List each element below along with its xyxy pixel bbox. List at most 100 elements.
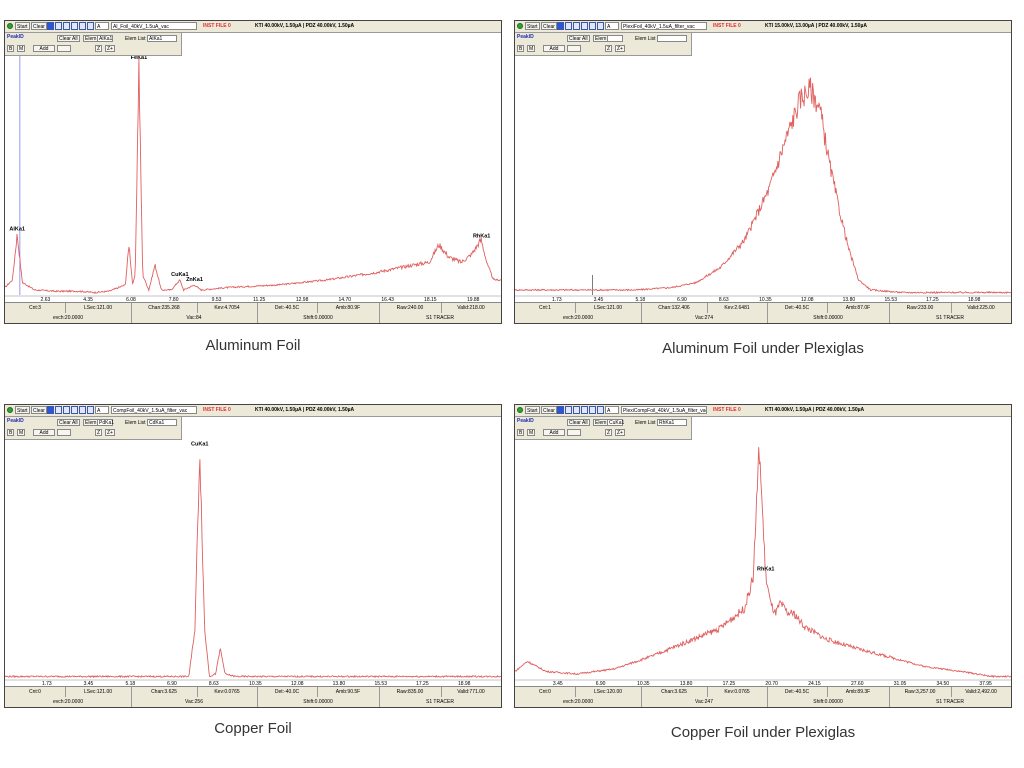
pan-right-icon[interactable]	[589, 22, 596, 30]
settings-icon[interactable]	[597, 406, 604, 414]
start-button[interactable]: Start	[15, 406, 30, 414]
mode-select[interactable]: A	[95, 22, 109, 30]
file-name-field[interactable]: Al_Foil_40kV_1.5uA_vac	[111, 22, 197, 30]
status-chan: Chan:3.625	[131, 687, 198, 697]
z-button[interactable]: Z	[605, 429, 613, 436]
cursor-tool-icon[interactable]	[47, 22, 54, 30]
status-raw: Raw:240.00	[379, 303, 442, 313]
start-button[interactable]: Start	[15, 22, 30, 30]
zoom-out-icon[interactable]	[573, 406, 580, 414]
clear-button[interactable]: Clear	[541, 406, 557, 414]
elem-list-select[interactable]	[657, 35, 687, 42]
m-button[interactable]: M	[17, 45, 26, 52]
pan-left-icon[interactable]	[581, 406, 588, 414]
z-plus-button[interactable]: Z+	[615, 429, 625, 436]
spectrum-panel-aluminum-foil-plexiglas: Start Clear A PlexiFoil_40kV_1.5uA_filte…	[514, 20, 1012, 324]
status-evch: evch:20.0000	[515, 697, 642, 707]
b-button[interactable]: B	[7, 429, 15, 436]
pan-right-icon[interactable]	[79, 406, 86, 414]
b-button[interactable]: B	[517, 429, 525, 436]
x-tick-label: 19.88	[467, 297, 480, 303]
status-vac: Vac:256	[131, 697, 258, 707]
clear-all-button[interactable]: Clear All	[57, 419, 80, 426]
elem-field[interactable]	[607, 35, 623, 42]
x-tick-label: 3.45	[553, 681, 563, 687]
mode-select[interactable]: A	[95, 406, 109, 414]
blank-button[interactable]	[57, 45, 71, 52]
settings-icon[interactable]	[597, 22, 604, 30]
cursor-tool-icon[interactable]	[557, 406, 564, 414]
zoom-out-icon[interactable]	[63, 406, 70, 414]
clear-button[interactable]: Clear	[31, 22, 47, 30]
start-button[interactable]: Start	[525, 406, 540, 414]
status-det: Det:-40.5C	[257, 303, 318, 313]
x-tick-label: 37.95	[979, 681, 992, 687]
z-plus-button[interactable]: Z+	[105, 45, 115, 52]
zoom-in-icon[interactable]	[55, 406, 62, 414]
zoom-out-icon[interactable]	[573, 22, 580, 30]
pan-left-icon[interactable]	[581, 22, 588, 30]
x-tick-label: 10.35	[759, 297, 772, 303]
start-status-icon	[517, 407, 523, 413]
pan-right-icon[interactable]	[589, 406, 596, 414]
cursor-tool-icon[interactable]	[47, 406, 54, 414]
elem-field[interactable]: CuKa1	[607, 419, 625, 426]
clear-all-button[interactable]: Clear All	[567, 419, 590, 426]
status-valid: Valid:218.00	[457, 305, 485, 311]
pan-left-icon[interactable]	[71, 22, 78, 30]
z-button[interactable]: Z	[95, 429, 103, 436]
add-button[interactable]: Add	[33, 45, 55, 52]
elem-list-select[interactable]: CdKa1	[147, 419, 177, 426]
clear-all-button[interactable]: Clear All	[57, 35, 80, 42]
zoom-out-icon[interactable]	[63, 22, 70, 30]
m-button[interactable]: M	[527, 45, 536, 52]
x-tick-label: 27.60	[851, 681, 864, 687]
z-button[interactable]: Z	[605, 45, 613, 52]
z-button[interactable]: Z	[95, 45, 103, 52]
m-button[interactable]: M	[17, 429, 26, 436]
z-plus-button[interactable]: Z+	[615, 45, 625, 52]
file-name-field[interactable]: PlexiCompFoil_40kV_1.5uA_filter_vac	[621, 406, 707, 414]
start-button[interactable]: Start	[525, 22, 540, 30]
spectrum-plot[interactable]: 1.73 3.45 5.18 6.90 8.63 10.35 12.08 13.80 15.53…	[515, 33, 1011, 303]
z-plus-button[interactable]: Z+	[105, 429, 115, 436]
add-button[interactable]: Add	[33, 429, 55, 436]
mode-select[interactable]: A	[605, 22, 619, 30]
spectrum-plot[interactable]: RhKa1 3.45 6.90 10.35 13.80 17.25 20.70 24.15 2…	[515, 417, 1011, 687]
file-name-field[interactable]: PlexiFoil_40kV_1.5uA_filter_vac	[621, 22, 707, 30]
zoom-in-icon[interactable]	[565, 406, 572, 414]
settings-icon[interactable]	[87, 406, 94, 414]
peak-id-panel: PeakID Clear All Elem PdKa1 Elem List Cd…	[5, 417, 182, 440]
elem-field[interactable]: PdKa1	[97, 419, 115, 426]
m-button[interactable]: M	[527, 429, 536, 436]
status-shift: Shift:0.00000	[767, 313, 890, 323]
clear-button[interactable]: Clear	[541, 22, 557, 30]
elem-list-label: Elem List	[635, 36, 656, 42]
pan-right-icon[interactable]	[79, 22, 86, 30]
elem-list-select[interactable]: AlKa1	[147, 35, 177, 42]
blank-button[interactable]	[57, 429, 71, 436]
add-button[interactable]: Add	[543, 429, 565, 436]
mode-select[interactable]: A	[605, 406, 619, 414]
b-button[interactable]: B	[7, 45, 15, 52]
elem-list-select[interactable]: RhKa1	[657, 419, 687, 426]
b-button[interactable]: B	[517, 45, 525, 52]
blank-button[interactable]	[567, 45, 581, 52]
status-raw: Raw:835.00	[379, 687, 442, 697]
clear-button[interactable]: Clear	[31, 406, 47, 414]
blank-button[interactable]	[567, 429, 581, 436]
pan-left-icon[interactable]	[71, 406, 78, 414]
x-tick-label: 18.98	[968, 297, 981, 303]
zoom-in-icon[interactable]	[565, 22, 572, 30]
spectrum-panel-copper-foil: Start Clear A CompFoil_40kV_1.5uA_filter…	[4, 404, 502, 708]
settings-icon[interactable]	[87, 22, 94, 30]
file-name-field[interactable]: CompFoil_40kV_1.5uA_filter_vac	[111, 406, 197, 414]
clear-all-button[interactable]: Clear All	[567, 35, 590, 42]
spectrum-plot[interactable]: CuKa1 1.73 3.45 5.18 6.90 8.63 10.35 12.08 13.8…	[5, 417, 501, 687]
status-kev: Kev:0.0765	[197, 687, 258, 697]
add-button[interactable]: Add	[543, 45, 565, 52]
zoom-in-icon[interactable]	[55, 22, 62, 30]
elem-field[interactable]: AlKa1	[97, 35, 113, 42]
cursor-tool-icon[interactable]	[557, 22, 564, 30]
